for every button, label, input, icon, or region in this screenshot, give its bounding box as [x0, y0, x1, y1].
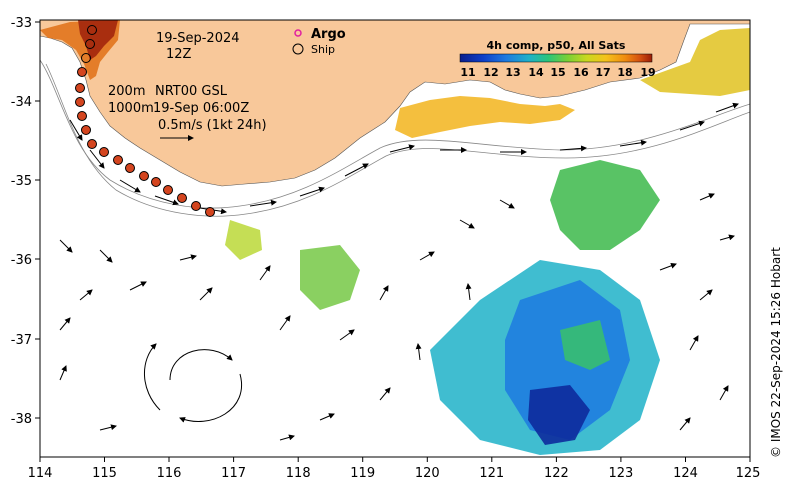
sst-shelf-band: [395, 96, 575, 138]
y-tick-label: -36: [11, 253, 32, 268]
ship-legend-label: Ship: [311, 43, 335, 56]
y-tick-label: -38: [11, 412, 32, 427]
colorbar-label: 19: [640, 66, 655, 79]
altimetry-label: NRT00 GSL: [155, 84, 228, 99]
map-date: 19-Sep-2024: [156, 31, 240, 46]
argo-legend-label: Argo: [311, 27, 346, 42]
ship-track: [75, 25, 215, 217]
depth-label-1000m: 1000m: [108, 101, 154, 116]
current-vectors: [59, 102, 739, 441]
sst-green-mid: [300, 245, 360, 310]
x-tick-label: 123: [608, 466, 633, 481]
argo-legend-marker: [294, 29, 302, 37]
y-tick-label: -34: [11, 95, 32, 110]
colorbar-label: 14: [528, 66, 544, 79]
sst-green-east: [550, 160, 660, 250]
map-frame: [39, 19, 751, 458]
sst-lime-patch: [225, 220, 262, 260]
x-tick-label: 118: [286, 466, 311, 481]
map-time: 12Z: [166, 47, 192, 62]
y-tick-label: -35: [11, 174, 32, 189]
sst-green-south: [560, 320, 610, 370]
x-tick-label: 116: [157, 466, 182, 481]
x-axis: 114 115 116 117 118 119 120 121 122 123 …: [28, 457, 761, 481]
scale-label: 0.5m/s (1kt 24h): [158, 118, 267, 133]
x-tick-label: 121: [479, 466, 504, 481]
depth-label-200m: 200m: [108, 84, 145, 99]
x-tick-label: 125: [736, 466, 761, 481]
colorbar-label: 13: [505, 66, 520, 79]
colorbar-title: 4h comp, p50, All Sats: [487, 39, 626, 52]
x-tick-label: 122: [544, 466, 569, 481]
colorbar-label: 12: [483, 66, 498, 79]
colorbar-label: 16: [573, 66, 589, 79]
y-tick-label: -37: [11, 333, 32, 348]
colorbar-label: 11: [460, 66, 475, 79]
x-tick-label: 124: [673, 466, 698, 481]
x-tick-label: 115: [92, 466, 117, 481]
y-tick-label: -33: [11, 16, 32, 31]
ship-legend-marker: [292, 43, 304, 55]
credit-text: © IMOS 22-Sep-2024 15:26 Hobart: [769, 247, 783, 458]
sst-cold-core: [528, 385, 590, 445]
isobath-1000m: [45, 63, 750, 217]
altimetry-time: 19-Sep 06:00Z: [153, 101, 249, 116]
sst-east-yellow: [640, 28, 750, 96]
x-tick-label: 120: [415, 466, 440, 481]
x-tick-label: 119: [350, 466, 375, 481]
colorbar-label: 15: [550, 66, 565, 79]
colorbar-labels: 11 12 13 14 15 16 17 18 19: [460, 66, 655, 79]
x-tick-label: 114: [28, 466, 53, 481]
colorbar: [459, 53, 653, 63]
colorbar-label: 17: [595, 66, 610, 79]
x-tick-label: 117: [221, 466, 246, 481]
colorbar-label: 18: [617, 66, 632, 79]
y-axis: -33 -34 -35 -36 -37 -38: [11, 16, 40, 427]
isobath-200m: [40, 59, 750, 209]
